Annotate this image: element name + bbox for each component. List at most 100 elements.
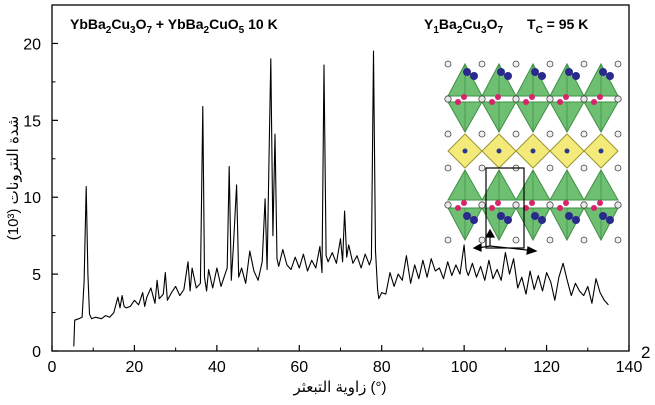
annotation-text: 10 K (244, 16, 278, 32)
corner-label: 2 (641, 343, 650, 362)
crystal-structure-inset (444, 60, 622, 255)
o-atom (546, 236, 554, 244)
o-atom (444, 164, 452, 172)
o-atom (512, 236, 520, 244)
square-planar-layer (447, 133, 619, 169)
y-tick-label: 10 (23, 190, 41, 207)
cu-chain-atom (461, 200, 467, 206)
cu-chain-atom (563, 94, 569, 100)
ba-atom (599, 212, 607, 220)
y-axis-label: شدة النترونات (10³) (5, 116, 22, 241)
annotation-subscript: 7 (497, 24, 504, 36)
o-atom (546, 130, 554, 138)
x-tick-label: 80 (373, 359, 391, 376)
annotation-subscript: 2 (203, 24, 210, 36)
ba-atom (531, 68, 539, 76)
o-atom (580, 60, 588, 68)
cu-chain-atom (529, 94, 535, 100)
o-atom (478, 60, 486, 68)
o-atom (444, 201, 452, 209)
cu-chain-atom (557, 205, 563, 211)
y-tick-label: 0 (32, 344, 41, 361)
o-atom (478, 130, 486, 138)
ba-atom (504, 216, 512, 224)
ba-atom (538, 216, 546, 224)
o-atom (580, 164, 588, 172)
x-axis-label: زاوية التبعثر (°) (292, 379, 386, 396)
ba-atom (470, 72, 478, 80)
annotation-subscript: 7 (146, 24, 153, 36)
cu-atom (564, 148, 570, 154)
arrowhead-c (484, 228, 496, 238)
x-axis-ticks: 0 20 40 60 80 100 120 140 (48, 345, 642, 376)
o-atom (512, 201, 520, 209)
ba-atom (538, 72, 546, 80)
o-atom (580, 130, 588, 138)
o-atom (614, 60, 622, 68)
annotation-subscript: 3 (130, 24, 136, 36)
cu-chain-atom (557, 99, 563, 105)
tetrahedra-top-layer (447, 62, 619, 134)
o-atom (512, 130, 520, 138)
atom-spheres (444, 60, 622, 244)
cu-chain-atom (591, 99, 597, 105)
o-atom (512, 95, 520, 103)
x-tick-label: 20 (126, 359, 144, 376)
cu-chain-atom (489, 99, 495, 105)
annotation-text: O (486, 16, 498, 32)
cu-chain-atom (495, 94, 501, 100)
cu-chain-atom (529, 200, 535, 206)
annotation-subscript: C (535, 24, 543, 36)
ba-atom (572, 216, 580, 224)
ba-atom (572, 72, 580, 80)
o-atom (614, 201, 622, 209)
cu-chain-atom (591, 205, 597, 211)
tc-annotation: TC = 95 K (527, 16, 588, 36)
annotation-subscript: 2 (456, 24, 463, 36)
ba-atom (497, 68, 505, 76)
annotation-text: Ba (87, 16, 106, 32)
annotation-text: O (227, 16, 239, 32)
cu-chain-atom (597, 200, 603, 206)
cu-chain-atom (597, 94, 603, 100)
annotation-text: Ba (438, 16, 457, 32)
cu-chain-atom (455, 205, 461, 211)
o-atom (546, 201, 554, 209)
annotation-text: Yb (70, 16, 88, 32)
o-atom (614, 236, 622, 244)
annotation-text: T (527, 16, 536, 32)
ba-atom (565, 68, 573, 76)
annotation-text: Cu (209, 16, 228, 32)
o-atom (478, 201, 486, 209)
o-atom (444, 95, 452, 103)
compound-annotation: Y1Ba2Cu3O7 (424, 16, 503, 36)
arrowhead-b (472, 242, 482, 252)
cu-chain-atom (455, 99, 461, 105)
y-axis-ticks: 0 5 10 15 20 (23, 36, 58, 361)
ba-atom (504, 72, 512, 80)
cu-chain-atom (563, 200, 569, 206)
y-tick-label: 20 (23, 36, 41, 53)
annotation-text: Cu (111, 16, 131, 32)
cu-atom (530, 148, 536, 154)
annotation-text: Ba (185, 16, 204, 32)
annotation-text: O (135, 16, 147, 32)
o-atom (478, 236, 486, 244)
ba-atom (565, 212, 573, 220)
annotation-subscript: 3 (481, 24, 487, 36)
ba-atom (606, 72, 614, 80)
ba-atom (470, 216, 478, 224)
arrowhead-a (526, 246, 538, 255)
o-atom (580, 95, 588, 103)
y-tick-label: 5 (32, 267, 41, 284)
y-tick-label: 15 (23, 113, 41, 130)
x-tick-label: 0 (48, 359, 57, 376)
o-atom (614, 130, 622, 138)
axis-arrows (472, 167, 538, 255)
o-atom (580, 201, 588, 209)
annotation-text: Y (424, 16, 434, 32)
o-atom (512, 60, 520, 68)
o-atom (478, 164, 486, 172)
o-atom (444, 60, 452, 68)
